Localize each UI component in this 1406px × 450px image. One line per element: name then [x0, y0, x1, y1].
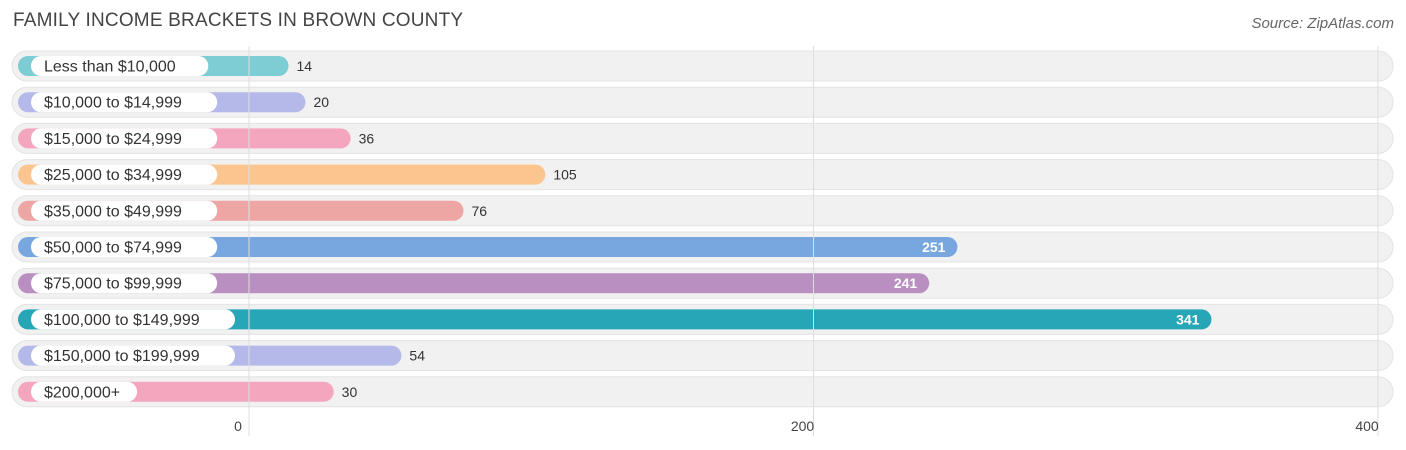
x-tick-label: 0: [234, 418, 242, 434]
category-label-pill: [31, 237, 218, 257]
category-label-pill: [31, 200, 218, 221]
x-tick-label: 400: [1355, 418, 1379, 434]
category-label-pill: [31, 345, 235, 366]
value-label: 30: [342, 384, 358, 400]
category-label: Less than $10,000: [44, 59, 176, 76]
grid-layer: [248, 46, 1379, 436]
value-label: 341: [1176, 311, 1200, 327]
category-label-pill: [31, 92, 218, 113]
category-label: $10,000 to $14,999: [44, 95, 182, 112]
category-label-pill: [31, 309, 235, 330]
chart-source: Source: ZipAtlas.com: [1251, 15, 1394, 32]
bar: [18, 309, 1212, 330]
category-label-pill: [31, 128, 218, 149]
category-label: $35,000 to $49,999: [44, 203, 182, 220]
value-label: 14: [297, 58, 313, 74]
row-track: [11, 50, 1394, 82]
category-label: $50,000 to $74,999: [44, 240, 182, 257]
chart-title: FAMILY INCOME BRACKETS IN BROWN COUNTY: [13, 10, 464, 31]
value-label: 241: [894, 275, 918, 291]
bar: [18, 273, 930, 294]
value-label: 36: [359, 130, 375, 146]
category-label: $100,000 to $149,999: [44, 312, 200, 329]
row-track: [11, 86, 1394, 118]
x-axis: 0 200 400: [234, 418, 1379, 434]
bar: [18, 237, 958, 257]
value-label: 76: [472, 203, 488, 219]
row-track: [11, 122, 1394, 154]
category-label: $25,000 to $34,999: [44, 167, 182, 184]
category-label: $150,000 to $199,999: [44, 348, 200, 365]
rows-layer: Less than $10,000 14 $10,000 to $14,999 20 $…: [11, 50, 1394, 408]
value-label: 20: [313, 94, 329, 110]
value-label: 251: [922, 239, 946, 255]
category-label-pill: [31, 381, 138, 402]
x-tick-label: 200: [791, 418, 815, 434]
value-label: 54: [409, 348, 425, 364]
category-label-pill: [31, 164, 218, 185]
category-label: $200,000+: [44, 384, 120, 401]
category-label: $15,000 to $24,999: [44, 131, 182, 148]
category-label: $75,000 to $99,999: [44, 276, 182, 293]
category-label-pill: [31, 56, 209, 76]
category-label-pill: [31, 273, 218, 294]
row-track: [11, 376, 1394, 408]
value-label: 105: [553, 167, 577, 183]
